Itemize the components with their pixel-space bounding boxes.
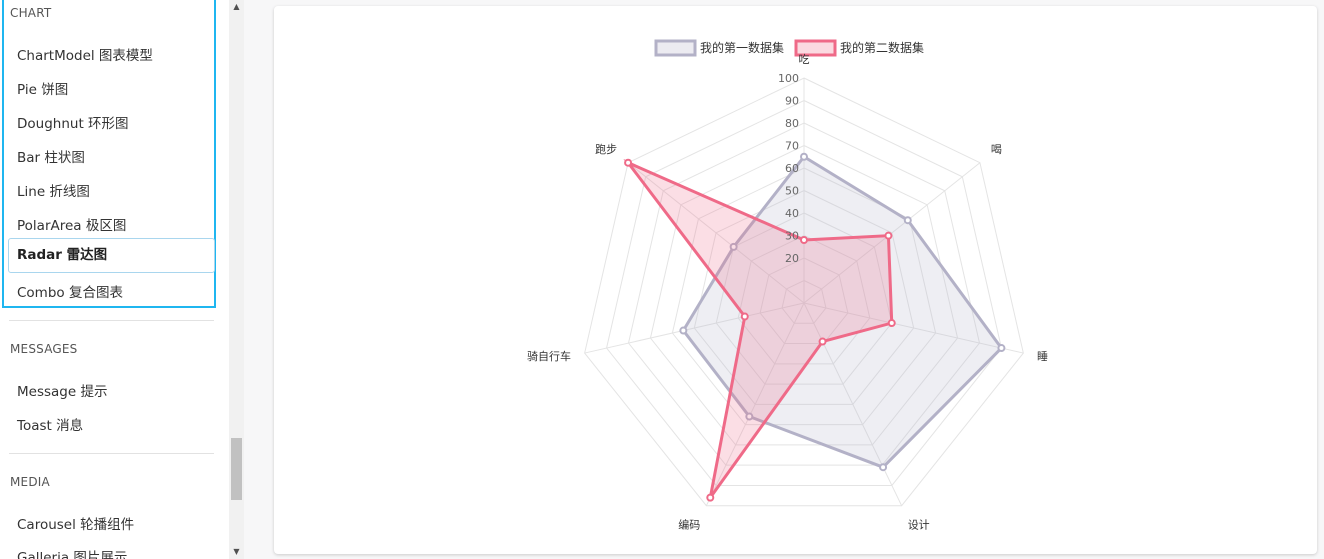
radial-tick-label: 40 bbox=[785, 207, 799, 220]
series-2-point[interactable] bbox=[740, 312, 749, 321]
radar-series bbox=[623, 152, 1006, 502]
divider bbox=[9, 453, 214, 454]
section-title-messages: MESSAGES bbox=[10, 342, 78, 356]
axis-label: 睡 bbox=[1037, 350, 1048, 363]
axis-label: 吃 bbox=[799, 53, 810, 66]
grid-spoke bbox=[803, 302, 1024, 354]
legend-label-series-1[interactable]: 我的第一数据集 bbox=[700, 40, 784, 55]
chart-card: 我的第一数据集 我的第二数据集 20 30 40 50 60 70 80 90 100 吃喝睡设… bbox=[274, 6, 1317, 554]
axis-label: 设计 bbox=[908, 518, 930, 531]
series-1-point[interactable] bbox=[679, 326, 688, 335]
nav-item-chartmodel[interactable]: ChartModel 图表模型 bbox=[17, 48, 153, 64]
grid-ring bbox=[759, 257, 849, 345]
grid-spoke bbox=[803, 302, 903, 506]
grid-spoke bbox=[803, 162, 981, 304]
nav-item-galleria[interactable]: Galleria 图片展示 bbox=[17, 550, 128, 559]
series-1-point[interactable] bbox=[879, 463, 888, 472]
axis-label: 喝 bbox=[991, 143, 1002, 156]
nav-item-line[interactable]: Line 折线图 bbox=[17, 184, 90, 200]
legend-label-series-2[interactable]: 我的第二数据集 bbox=[840, 40, 924, 55]
nav-item-message[interactable]: Message 提示 bbox=[17, 384, 108, 400]
sidebar: CHART ChartModel 图表模型 Pie 饼图 Doughnut 环形… bbox=[0, 0, 230, 559]
series-2-point[interactable] bbox=[884, 231, 893, 240]
grid-ring bbox=[737, 234, 871, 365]
nav-item-bar[interactable]: Bar 柱状图 bbox=[17, 150, 85, 166]
grid-spoke bbox=[627, 162, 805, 304]
nav-item-toast[interactable]: Toast 消息 bbox=[17, 418, 84, 434]
scroll-up-arrow-icon[interactable]: ▲ bbox=[233, 2, 240, 11]
axis-label: 跑步 bbox=[595, 142, 617, 156]
axis-label: 骑自行车 bbox=[527, 349, 571, 363]
nav-item-combo[interactable]: Combo 复合图表 bbox=[17, 285, 123, 301]
axis-label: 编码 bbox=[678, 517, 700, 531]
legend[interactable]: 我的第一数据集 我的第二数据集 bbox=[654, 39, 924, 57]
radial-tick-label: 80 bbox=[785, 117, 799, 130]
radial-tick-label: 100 bbox=[778, 72, 799, 85]
radial-tick-label: 20 bbox=[785, 252, 799, 265]
series-2-point[interactable] bbox=[818, 337, 827, 346]
grid-ring bbox=[627, 122, 981, 466]
radar-grid bbox=[584, 77, 1024, 507]
section-title-chart: CHART bbox=[10, 6, 52, 20]
series-2-point[interactable] bbox=[800, 236, 808, 244]
series-1-point[interactable] bbox=[745, 412, 754, 421]
radial-tick-label: 90 bbox=[785, 95, 799, 108]
nav-item-carousel[interactable]: Carousel 轮播组件 bbox=[17, 517, 135, 533]
radial-tick-label: 30 bbox=[785, 230, 799, 243]
grid-ring bbox=[584, 77, 1024, 507]
nav-item-doughnut[interactable]: Doughnut 环形图 bbox=[17, 116, 129, 132]
legend-swatch-series-1[interactable] bbox=[654, 39, 697, 57]
series-1-point[interactable] bbox=[997, 344, 1006, 353]
series-2-area bbox=[623, 159, 894, 499]
nav-item-pie[interactable]: Pie 饼图 bbox=[17, 82, 69, 98]
grid-ring bbox=[606, 99, 1002, 486]
grid-spoke bbox=[584, 302, 805, 354]
series-2-point[interactable] bbox=[624, 158, 633, 167]
grid-ring bbox=[715, 212, 893, 385]
nav-item-radar[interactable]: Radar 雷达图 bbox=[8, 238, 215, 273]
divider bbox=[9, 320, 214, 321]
radar-chart: 我的第一数据集 我的第二数据集 20 30 40 50 60 70 80 90 100 吃喝睡设… bbox=[527, 39, 1048, 531]
grid-ring bbox=[781, 279, 827, 324]
chart-section-group bbox=[2, 0, 216, 308]
series-2-point[interactable] bbox=[706, 493, 715, 502]
series-1-area bbox=[681, 154, 1004, 469]
series-1-point[interactable] bbox=[800, 152, 808, 161]
grid-ring bbox=[693, 189, 915, 405]
sidebar-scrollbar[interactable]: ▲ ▼ bbox=[229, 0, 244, 559]
nav-item-polararea[interactable]: PolarArea 极区图 bbox=[17, 218, 127, 234]
series-1-point[interactable] bbox=[729, 242, 738, 251]
radial-tick-label: 50 bbox=[785, 185, 799, 198]
legend-swatch-series-2[interactable] bbox=[794, 39, 837, 57]
grid-spoke bbox=[705, 302, 805, 506]
scroll-down-arrow-icon[interactable]: ▼ bbox=[233, 547, 240, 556]
radial-tick-label: 60 bbox=[785, 162, 799, 175]
series-1-point[interactable] bbox=[903, 216, 912, 225]
series-2-point[interactable] bbox=[887, 319, 896, 328]
radar-tick-labels: 20 30 40 50 60 70 80 90 100 bbox=[778, 72, 799, 265]
section-title-media: MEDIA bbox=[10, 475, 50, 489]
scrollbar-thumb[interactable] bbox=[231, 438, 242, 500]
grid-ring bbox=[671, 167, 937, 426]
radial-tick-label: 70 bbox=[785, 140, 799, 153]
